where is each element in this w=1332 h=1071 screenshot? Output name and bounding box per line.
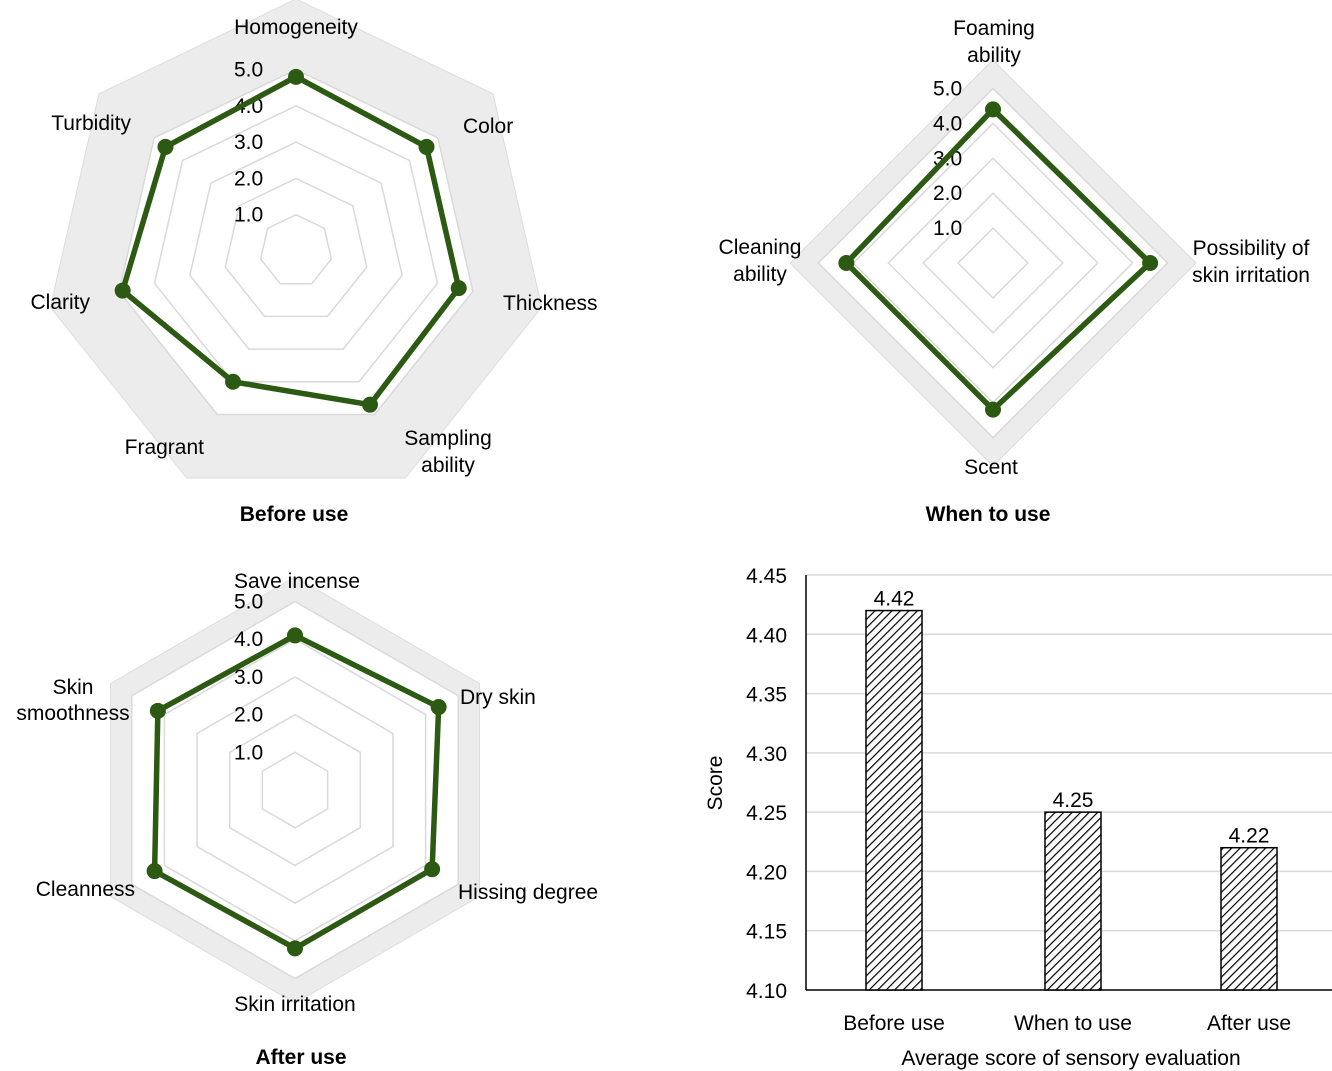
radar-axis-label-possibility-of-skin-irritation: Possibility of skin irritation — [1192, 237, 1310, 287]
radar-grid-ring — [259, 213, 333, 285]
y-tick-label: 4.10 — [746, 980, 787, 1003]
y-tick-label: 4.25 — [746, 802, 787, 825]
radar-axis-label-sampling-ability: Sampling ability — [404, 427, 492, 477]
radar-tick-label: 3.0 — [234, 131, 263, 154]
radar-axis-label-homogeneity: Homogeneity — [234, 16, 358, 39]
radar-tick-label: 4.0 — [933, 112, 962, 135]
y-tick-label: 4.15 — [746, 921, 787, 944]
radar-point-sampling-ability — [362, 396, 379, 413]
radar-point-homogeneity — [288, 68, 304, 85]
radar-axis-label-foaming-ability: Foaming ability — [953, 17, 1035, 67]
radar-point-dry-skin — [430, 699, 447, 716]
x-tick-label: When to use — [1014, 1012, 1132, 1035]
radar-point-skin-irritation — [287, 940, 303, 957]
y-tick-label: 4.35 — [746, 684, 787, 707]
radar-axis-label-scent: Scent — [964, 456, 1018, 479]
radar-point-cleaning-ability — [838, 255, 855, 271]
y-axis-title: Score — [704, 756, 727, 811]
radar-point-thickness — [450, 280, 467, 297]
radar-caption: When to use — [926, 503, 1051, 526]
radar-tick-label: 2.0 — [234, 167, 263, 190]
radar-axis-label-cleanness: Cleanness — [36, 878, 135, 901]
radar-point-scent — [985, 401, 1001, 418]
radar-tick-label: 1.0 — [933, 217, 962, 240]
radar-grid-ring — [957, 227, 1029, 299]
radar-series-line — [119, 74, 462, 408]
radar-grid-ring — [922, 192, 1064, 334]
radar-caption: After use — [255, 1046, 346, 1069]
bar-value-label: 4.25 — [1053, 789, 1094, 812]
radar-grid-ring — [118, 68, 474, 416]
y-tick-label: 4.30 — [746, 743, 787, 766]
x-tick-label: After use — [1207, 1012, 1291, 1035]
y-tick-label: 4.40 — [746, 624, 787, 647]
bar-chart-average-score: 4.10 4.15 4.20 4.25 4.30 4.35 4.40 4.45 4.42 Befo… — [704, 565, 1332, 1070]
bar-when-to-use — [1044, 811, 1102, 991]
radar-tick-label: 2.0 — [933, 182, 962, 205]
radar-point-cleanness — [146, 863, 163, 880]
radar-grid-ring — [228, 713, 362, 867]
radar-tick-label: 4.0 — [234, 628, 263, 651]
radar-tick-label: 3.0 — [234, 666, 263, 689]
radar-axis-label-color: Color — [463, 115, 513, 138]
radar-point-hissing-degree — [424, 861, 441, 878]
radar-grid-ring — [887, 157, 1099, 369]
radar-point-skin-smoothness — [149, 702, 166, 719]
radar-point-foaming-ability — [985, 101, 1001, 118]
radar-tick-label: 2.0 — [234, 704, 263, 727]
radar-axis-label-dry-skin: Dry skin — [460, 686, 536, 709]
radar-axis-label-thickness: Thickness — [503, 292, 598, 315]
radar-grid-ring — [189, 141, 403, 350]
radar-axis-label-cleaning-ability: Cleaning ability — [719, 236, 802, 286]
x-axis-title: Average score of sensory evaluation — [901, 1047, 1240, 1070]
radar-grid-ring — [261, 751, 329, 829]
radar-grid-ring — [817, 87, 1169, 439]
radar-grid-ring — [224, 177, 368, 318]
radar-axis-label-skin-irritation: Skin irritation — [234, 993, 355, 1016]
radar-chart-before-use: 1.02.03.04.05.0HomogeneityColorThickness… — [30, 0, 598, 526]
radar-axis-label-fragrant: Fragrant — [125, 436, 205, 459]
bar-before-use — [865, 609, 923, 991]
radar-point-save-incense — [287, 627, 303, 644]
radar-axis-label-hissing-degree: Hissing degree — [458, 881, 598, 904]
radar-grid-ring — [153, 105, 439, 383]
radar-axis-label-turbidity: Turbidity — [51, 112, 131, 135]
radar-point-fragrant — [225, 373, 242, 390]
y-tick-label: 4.45 — [746, 565, 787, 588]
bar-after-use — [1220, 846, 1278, 991]
radar-caption: Before use — [240, 503, 349, 526]
x-tick-label: Before use — [843, 1012, 945, 1035]
radar-tick-label: 5.0 — [234, 59, 263, 82]
radar-point-turbidity — [157, 138, 174, 155]
radar-grid-ring — [130, 600, 460, 980]
radar-point-possibility-of-skin-irritation — [1142, 255, 1159, 271]
y-tick-label: 4.20 — [746, 861, 787, 884]
radar-axis-label-clarity: Clarity — [30, 291, 90, 314]
radar-tick-label: 1.0 — [234, 204, 263, 227]
radar-tick-label: 1.0 — [234, 741, 263, 764]
radar-axis-label-skin-smoothness: Skin smoothness — [16, 676, 129, 725]
radar-point-color — [418, 138, 435, 155]
radar-point-clarity — [114, 282, 131, 299]
radar-tick-label: 5.0 — [933, 77, 962, 100]
radar-tick-label: 5.0 — [234, 590, 263, 613]
radar-grid-ring — [196, 676, 394, 904]
bar-value-label: 4.42 — [874, 588, 915, 611]
radar-axis-label-save-incense: Save incense — [234, 570, 360, 593]
bar-value-label: 4.22 — [1229, 825, 1270, 848]
